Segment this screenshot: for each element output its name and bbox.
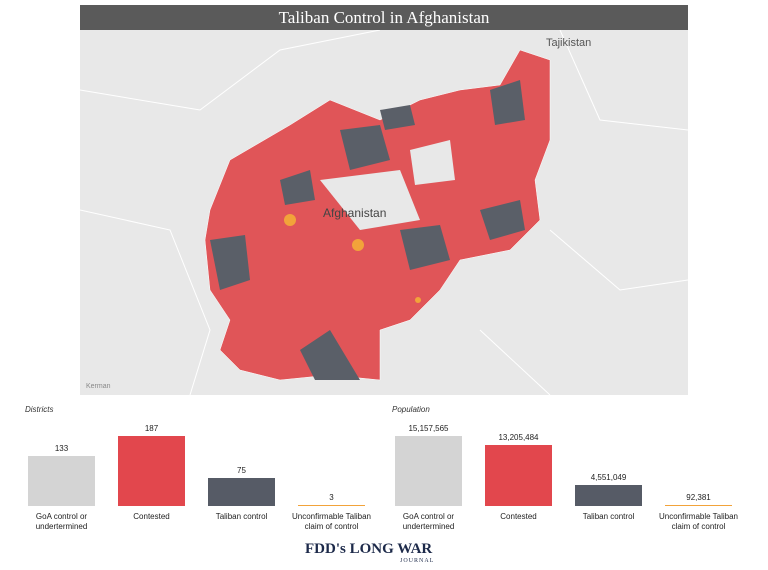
x-tick-label: Taliban control — [582, 512, 635, 521]
chart-title: Districts — [25, 405, 54, 414]
value-label: 75 — [237, 465, 246, 475]
bar — [485, 445, 552, 506]
map: Tajikistan Afghanistan Kerman — [80, 30, 688, 395]
map-label: Tajikistan — [546, 37, 591, 49]
bar — [118, 436, 185, 506]
value-label: 13,205,484 — [498, 433, 539, 442]
chart-title: Population — [392, 405, 430, 414]
x-tick-label: GoA control or undertermined — [402, 512, 455, 531]
value-label: 187 — [144, 424, 159, 433]
bar — [208, 477, 275, 506]
value-label: 4,551,049 — [590, 472, 627, 482]
bar — [28, 456, 95, 506]
x-tick-label: Contested — [133, 512, 170, 521]
bar — [575, 484, 642, 506]
x-tick-label: Contested — [500, 512, 537, 521]
bar — [395, 436, 462, 506]
value-label: 133 — [54, 444, 69, 454]
logo: FDD's LONG WAR — [305, 541, 433, 557]
bar — [665, 505, 732, 506]
value-label: 3 — [329, 492, 334, 502]
logo-sub: JOURNAL — [400, 558, 435, 564]
map-label: Kerman — [86, 383, 111, 390]
value-label: 15,157,565 — [408, 424, 449, 433]
x-tick-label: GoA control or undertermined — [35, 512, 88, 531]
x-tick-label: Unconfirmable Taliban claim of control — [658, 512, 738, 531]
x-tick-label: Taliban control — [215, 512, 268, 521]
map-label: Afghanistan — [323, 206, 386, 220]
x-tick-label: Unconfirmable Taliban claim of control — [291, 512, 371, 531]
page-title: Taliban Control in Afghanistan — [80, 5, 688, 30]
bar — [298, 504, 365, 506]
value-label: 92,381 — [686, 493, 711, 502]
